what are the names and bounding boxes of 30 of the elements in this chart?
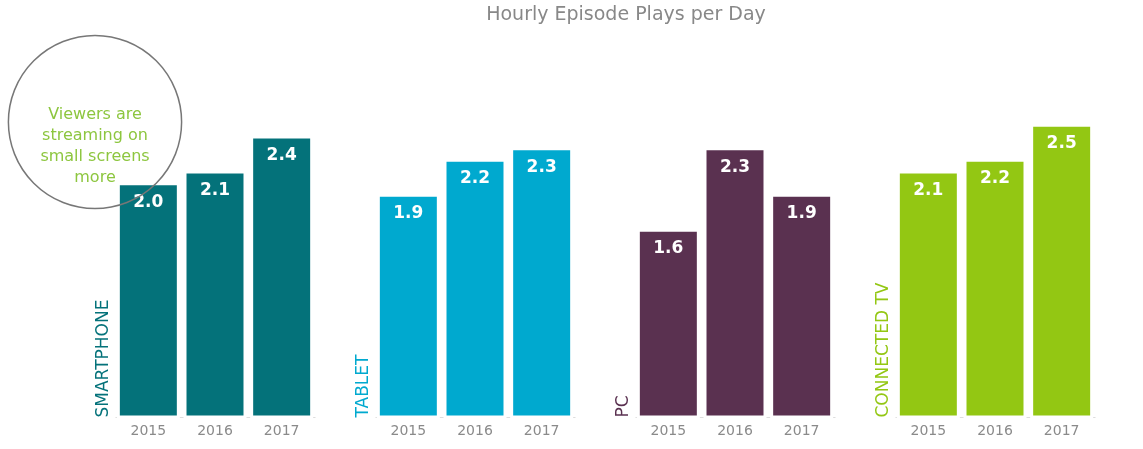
data-label: 2.4 <box>266 144 297 164</box>
x-tick-label: 2015 <box>130 421 167 438</box>
data-label: 2.1 <box>913 179 944 199</box>
data-label: 2.0 <box>133 190 164 211</box>
text: Hourly Episode Plays per Day <box>486 2 766 24</box>
x-tick-label: 2016 <box>717 421 753 438</box>
x-tick-label: 2016 <box>197 421 233 438</box>
y-axis-title: TABLET <box>351 353 372 419</box>
data-label: 2.5 <box>1046 132 1077 153</box>
x-tick-label: 2017 <box>263 421 300 438</box>
x-tick-label: 2017 <box>783 421 820 438</box>
x-tick-label: 2016 <box>977 421 1013 438</box>
x-tick-label: 2017 <box>523 421 560 438</box>
data-label: 2.2 <box>979 167 1011 188</box>
annotation: Viewers are streaming on small screens more <box>40 104 150 186</box>
y-axis-title: CONNECTED TV <box>871 282 892 418</box>
y-axis-title: PC <box>611 395 632 418</box>
x-tick-label: 2016 <box>457 421 493 438</box>
data-label: 1.9 <box>786 202 817 223</box>
data-label: 2.1 <box>199 179 231 199</box>
data-label: 1.6 <box>653 237 684 258</box>
data-label: 2.3 <box>719 155 751 176</box>
data-label: 2.2 <box>459 167 491 188</box>
x-tick-label: 2015 <box>650 421 687 438</box>
y-axis-title: SMARTPHONE <box>91 299 112 418</box>
data-label: 1.9 <box>393 202 424 223</box>
x-tick-label: 2015 <box>390 421 427 438</box>
x-tick-label: 2015 <box>910 421 947 438</box>
data-label: 2.3 <box>526 155 557 176</box>
x-tick-label: 2017 <box>1043 421 1080 438</box>
